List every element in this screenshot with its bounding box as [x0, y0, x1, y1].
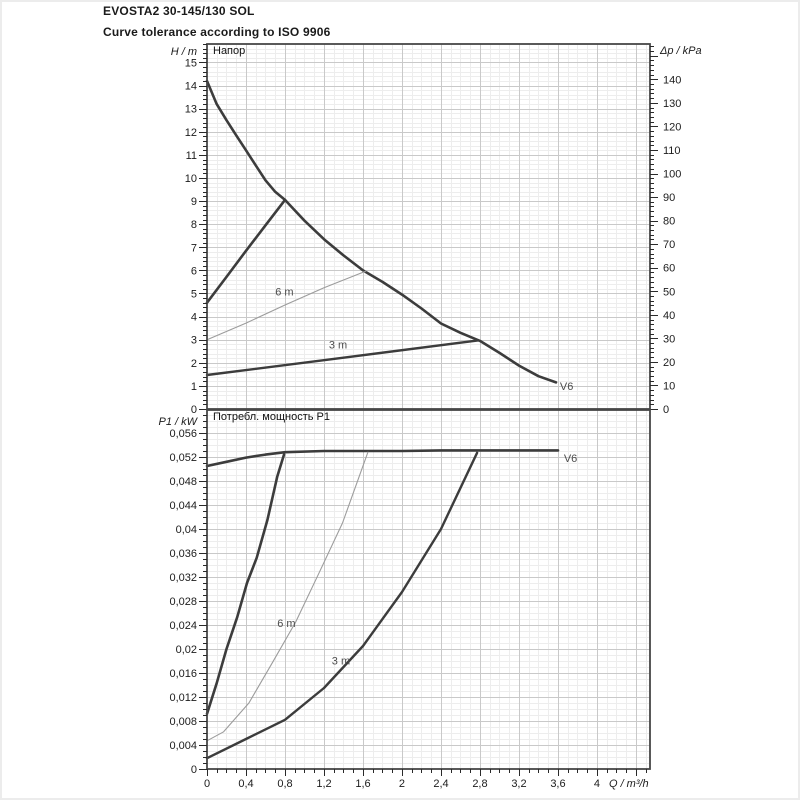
- curve-const-pressure-6m: [206, 270, 367, 341]
- y2-tick-label: 90: [663, 192, 675, 204]
- y2-tick-label: 60: [663, 263, 675, 275]
- x-tick-label: 0,8: [277, 778, 292, 790]
- x-tick-label: 1,6: [355, 778, 370, 790]
- curve-const-pressure-3m: [205, 339, 480, 377]
- y-tick-label: 0,008: [169, 716, 197, 728]
- header: EVOSTA2 30-145/130 SOL Curve tolerance a…: [103, 4, 330, 39]
- x-tick-label: 3,6: [550, 778, 565, 790]
- axis-ticks: [199, 44, 658, 410]
- y2-tick-label: 0: [663, 404, 669, 416]
- chart-title: Потребл. мощность P1: [213, 411, 330, 423]
- y2-tick-label: 140: [663, 74, 681, 86]
- x-tick-label: 1,2: [316, 778, 331, 790]
- y-tick-label: 14: [185, 81, 197, 93]
- y-tick-label: 11: [186, 150, 197, 162]
- curve-const-pressure-3m-power: [205, 451, 479, 760]
- curve-label: 6 m: [275, 286, 293, 298]
- y2-tick-label: 30: [663, 333, 675, 345]
- head-chart: 6 m3 mV601234567891011121314150102030405…: [171, 43, 702, 416]
- y-tick-label: 0,012: [169, 692, 197, 704]
- y-tick-label: 0,02: [176, 644, 197, 656]
- y2-tick-label: 40: [663, 310, 675, 322]
- y-tick-label: 0,04: [176, 524, 197, 536]
- x-tick-label: 3,2: [511, 778, 526, 790]
- y-tick-label: 9: [191, 196, 197, 208]
- curve-max-speed-V6-power: [205, 449, 560, 468]
- curve-prop-pressure-max-power: [205, 453, 286, 716]
- y-tick-label: 10: [185, 173, 197, 185]
- power-chart: 6 m 3 m V6 0 0,004 0,008 0,012 0,016 0,02 0,024 0,…: [158, 409, 651, 790]
- curve-max-speed-V6: [205, 79, 558, 384]
- y-tick-label: 0,048: [169, 476, 197, 488]
- doc-title: EVOSTA2 30-145/130 SOL: [103, 4, 255, 18]
- y-tick-label: 8: [191, 219, 197, 231]
- curve-label: V6: [564, 453, 577, 465]
- grid-minor: [207, 44, 650, 409]
- doc-subtitle: Curve tolerance according to ISO 9906: [103, 25, 331, 39]
- y2-tick-label: 50: [663, 286, 675, 298]
- y2-tick-label: 80: [663, 216, 675, 228]
- y-tick-label: 2: [191, 358, 197, 370]
- curve-label: 6 m: [277, 618, 295, 630]
- y-tick-label: 12: [185, 127, 197, 139]
- x-tick-label: 2,8: [472, 778, 487, 790]
- y-tick-label: 5: [191, 288, 197, 300]
- y-tick-label: 0: [191, 404, 197, 416]
- y-tick-label: 0,052: [169, 452, 197, 464]
- x-tick-label: 0,4: [238, 778, 253, 790]
- y2-tick-label: 70: [663, 239, 675, 251]
- y-axis-label: P1 / kW: [158, 416, 198, 428]
- y-tick-label: 0,056: [169, 428, 197, 440]
- y2-tick-label: 120: [663, 121, 681, 133]
- y-tick-label: 0,004: [169, 740, 197, 752]
- grid-major: [207, 44, 650, 409]
- curve-const-pressure-6m-power: [206, 451, 369, 742]
- y-tick-label: 15: [185, 57, 197, 69]
- grid-minor: [207, 410, 650, 769]
- curve-label: V6: [560, 381, 573, 393]
- y-tick-label: 0,036: [169, 548, 197, 560]
- y2-tick-label: 130: [663, 98, 681, 110]
- y-tick-label: 4: [191, 312, 197, 324]
- x-axis-label: Q / m³/h: [609, 778, 649, 790]
- y2-tick-label: 110: [663, 145, 681, 157]
- y-tick-label: 0,028: [169, 596, 197, 608]
- y-tick-label: 1: [191, 381, 197, 393]
- y-tick-label: 13: [185, 104, 197, 116]
- y-tick-label: 7: [191, 242, 197, 254]
- y-tick-label: 0,024: [169, 620, 197, 632]
- plot-frame: [206, 43, 651, 410]
- y-tick-label: 3: [191, 335, 197, 347]
- y-tick-label: 0,044: [169, 500, 197, 512]
- y2-axis-label: Δp / kPa: [659, 45, 702, 57]
- x-tick-label: 4: [594, 778, 600, 790]
- curve-label: 3 m: [329, 339, 347, 351]
- y2-tick-label: 100: [663, 169, 681, 181]
- y-tick-label: 0,032: [169, 572, 197, 584]
- y2-tick-label: 10: [663, 380, 675, 392]
- x-tick-label: 2,4: [433, 778, 448, 790]
- y-tick-label: 0: [191, 764, 197, 776]
- chart-title: Напор: [213, 45, 245, 57]
- y-tick-label: 0,016: [169, 668, 197, 680]
- y-axis-label: H / m: [171, 46, 197, 58]
- curve-prop-pressure-max: [205, 198, 287, 304]
- curve-label: 3 m: [332, 656, 350, 668]
- y-tick-label: 6: [191, 265, 197, 277]
- y2-tick-label: 20: [663, 357, 675, 369]
- x-tick-label: 0: [204, 778, 210, 790]
- x-tick-label: 2: [399, 778, 405, 790]
- axis-ticks: [199, 415, 647, 776]
